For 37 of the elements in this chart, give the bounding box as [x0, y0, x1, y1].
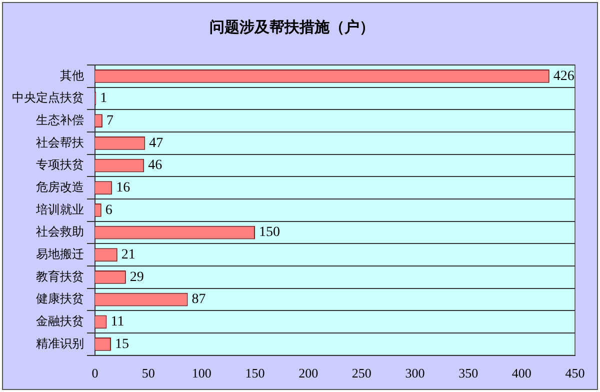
- data-label: 16: [116, 180, 130, 196]
- chart-title: 问题涉及帮扶措施（户）: [210, 18, 374, 36]
- data-label: 87: [192, 292, 206, 308]
- x-tick-label: 200: [298, 366, 318, 381]
- data-label: 6: [105, 202, 112, 218]
- x-tick-label: 100: [192, 366, 212, 381]
- y-tick-label: 中央定点扶贫: [12, 90, 84, 105]
- x-tick-label: 150: [245, 366, 265, 381]
- data-label: 21: [121, 248, 136, 263]
- x-tick-label: 400: [512, 366, 532, 381]
- y-tick-label: 易地搬迁: [36, 247, 84, 261]
- y-tick-label: 培训就业: [35, 202, 84, 216]
- data-label: 11: [110, 314, 124, 330]
- x-tick-label: 450: [565, 366, 585, 381]
- y-tick-label: 其他: [60, 68, 84, 82]
- data-label: 7: [106, 114, 114, 129]
- y-tick-label: 生态补偿: [36, 112, 84, 127]
- x-tick-label: 0: [92, 366, 98, 381]
- y-tick-label: 教育扶贫: [36, 269, 84, 284]
- y-tick-label: 专项扶贫: [36, 158, 84, 172]
- y-tick-label: 社会帮扶: [36, 135, 84, 150]
- y-tick-label: 健康扶贫: [36, 292, 84, 306]
- data-label: 47: [149, 136, 164, 151]
- data-label: 150: [259, 225, 280, 240]
- x-tick-label: 250: [352, 366, 372, 381]
- data-label: 46: [148, 158, 162, 174]
- y-tick-label: 精准识别: [36, 336, 84, 350]
- data-label: 426: [553, 68, 574, 84]
- y-tick-label: 社会救助: [36, 224, 84, 239]
- x-tick-label: 300: [405, 366, 425, 381]
- x-tick-label: 350: [458, 366, 478, 381]
- data-label: 29: [130, 270, 144, 285]
- y-tick-label: 金融扶贫: [36, 314, 84, 328]
- data-label: 15: [115, 336, 129, 352]
- data-label: 1: [100, 91, 108, 106]
- y-tick-label: 危房改造: [36, 180, 84, 194]
- x-tick-label: 50: [142, 366, 155, 381]
